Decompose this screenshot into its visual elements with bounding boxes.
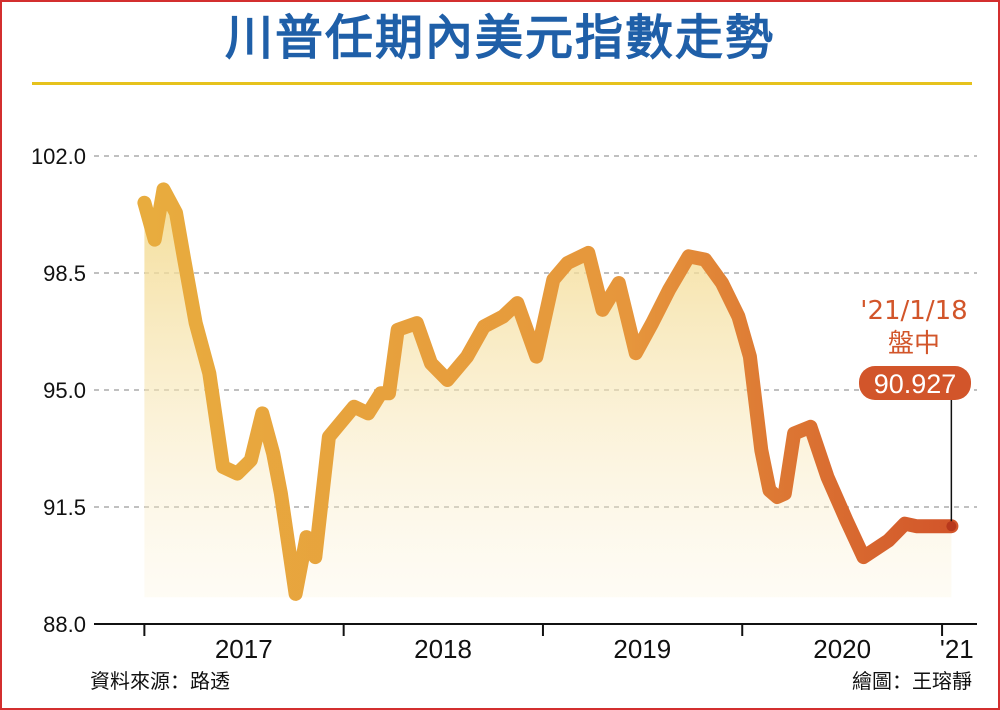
last-value-point: [946, 521, 957, 532]
y-tick-label: 102.0: [31, 144, 86, 169]
y-tick-label: 91.5: [43, 495, 86, 520]
page-title: 川普任期內美元指數走勢: [224, 10, 775, 66]
x-tick-label: 2018: [414, 634, 472, 664]
credit-note: 繪圖：王瑢靜: [852, 669, 972, 693]
annotation-value-label: 90.927: [874, 369, 957, 399]
x-tick-label: 2020: [813, 634, 871, 664]
last-value-annotation: '21/1/18 盤中 90.927: [859, 296, 971, 532]
series-line: [137, 182, 959, 601]
x-tick-label: '21: [940, 634, 974, 664]
y-axis-ticks: 102.0 98.5 95.0 91.5 88.0: [31, 144, 86, 637]
x-tick-label: 2019: [613, 634, 671, 664]
annotation-date-label: '21/1/18: [860, 296, 967, 326]
x-axis-ticks: 2017 2018 2019 2020 '21: [143, 624, 974, 664]
annotation-session-label: 盤中: [888, 329, 940, 359]
y-tick-label: 88.0: [43, 612, 86, 637]
y-tick-label: 95.0: [43, 378, 86, 403]
annotation-value-badge: [859, 366, 971, 400]
x-tick-label: 2017: [215, 634, 273, 664]
y-tick-label: 98.5: [43, 261, 86, 286]
area-fill: [144, 189, 952, 598]
title-underline: [32, 82, 972, 85]
source-note: 資料來源：路透: [90, 669, 230, 693]
